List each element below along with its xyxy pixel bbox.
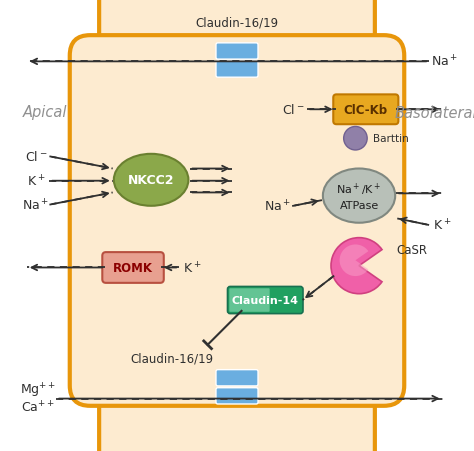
- FancyBboxPatch shape: [99, 0, 375, 86]
- Text: Cl$^-$: Cl$^-$: [25, 150, 47, 164]
- FancyBboxPatch shape: [102, 253, 164, 283]
- FancyBboxPatch shape: [216, 370, 258, 386]
- FancyBboxPatch shape: [70, 36, 404, 406]
- Text: Na$^+$: Na$^+$: [22, 198, 49, 213]
- FancyBboxPatch shape: [333, 95, 398, 125]
- Text: Mg$^{++}$: Mg$^{++}$: [20, 381, 56, 399]
- Ellipse shape: [114, 154, 188, 206]
- Circle shape: [344, 127, 367, 151]
- Text: Claudin-16/19: Claudin-16/19: [195, 16, 279, 29]
- Text: K$^+$: K$^+$: [27, 174, 45, 189]
- Text: Ca$^{++}$: Ca$^{++}$: [21, 399, 55, 414]
- Text: Na$^+$/K$^+$: Na$^+$/K$^+$: [337, 181, 382, 198]
- Text: Claudin-14: Claudin-14: [232, 295, 299, 305]
- Text: Barttin: Barttin: [373, 134, 408, 144]
- Text: ROMK: ROMK: [113, 262, 153, 274]
- Text: ClC-Kb: ClC-Kb: [344, 104, 388, 116]
- Wedge shape: [339, 245, 368, 276]
- FancyBboxPatch shape: [228, 287, 303, 314]
- FancyBboxPatch shape: [229, 289, 270, 312]
- Text: K$^+$: K$^+$: [433, 218, 452, 233]
- FancyBboxPatch shape: [216, 44, 258, 60]
- Text: Apical: Apical: [23, 105, 67, 120]
- Text: Basolateral: Basolateral: [394, 105, 474, 120]
- FancyBboxPatch shape: [216, 62, 258, 78]
- Text: Claudin-16/19: Claudin-16/19: [130, 352, 213, 365]
- Text: Cl$^-$: Cl$^-$: [283, 103, 305, 117]
- Text: Na$^+$: Na$^+$: [431, 55, 458, 70]
- Wedge shape: [331, 238, 382, 294]
- Ellipse shape: [323, 169, 395, 223]
- FancyBboxPatch shape: [216, 388, 258, 404]
- Text: CaSR: CaSR: [396, 244, 427, 257]
- Text: NKCC2: NKCC2: [128, 174, 174, 187]
- Text: Na$^+$: Na$^+$: [264, 199, 292, 214]
- Text: ATPase: ATPase: [339, 200, 379, 210]
- FancyBboxPatch shape: [99, 370, 375, 451]
- Text: K$^+$: K$^+$: [182, 260, 201, 276]
